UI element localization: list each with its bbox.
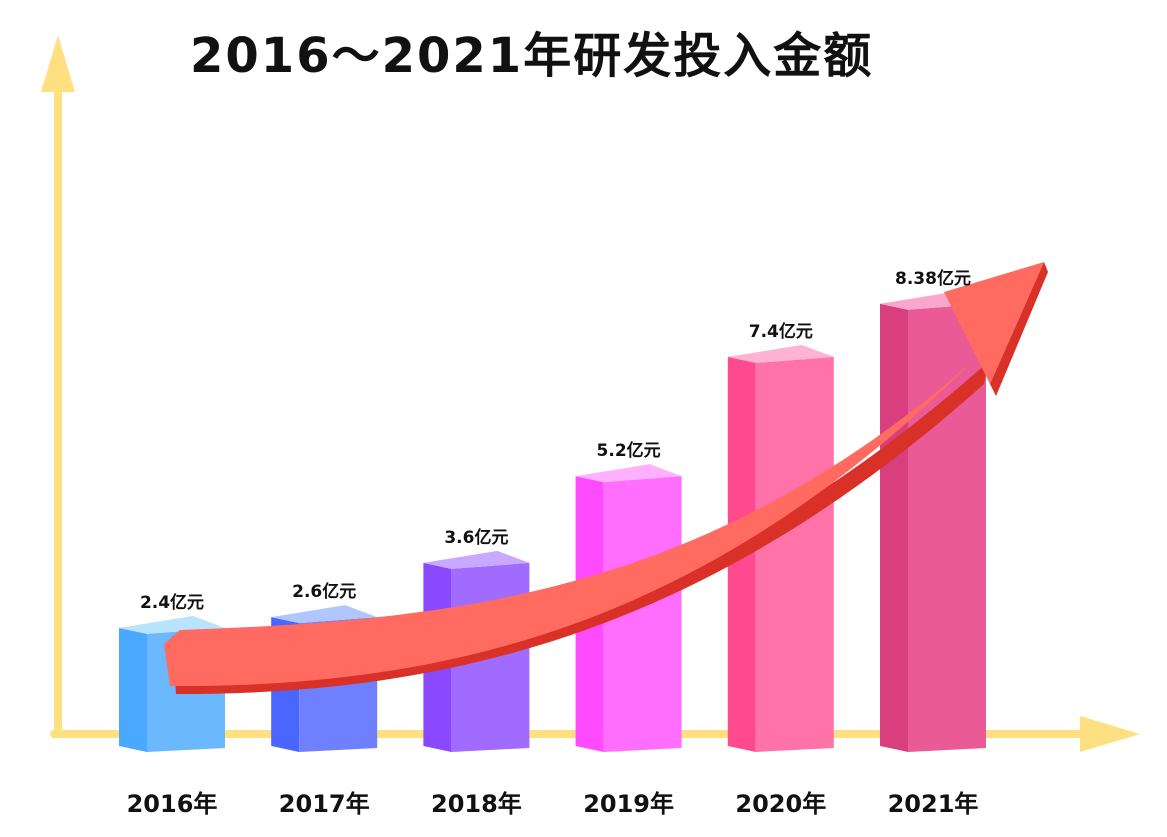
trend-arrow <box>164 262 1048 695</box>
bar-side-face <box>880 303 908 752</box>
y-axis-arrowhead <box>41 35 75 92</box>
trend-arrow-head <box>944 262 1044 384</box>
chart-title: 2016～2021年研发投入金额 <box>190 28 874 84</box>
value-label: 5.2亿元 <box>597 440 661 461</box>
bar-2020年 <box>727 344 834 752</box>
bar-top-face <box>423 550 530 569</box>
bar-side-face <box>119 627 147 752</box>
x-axis-arrowhead <box>1080 716 1140 752</box>
bar-2021年 <box>880 291 986 752</box>
value-label: 2.6亿元 <box>292 581 356 602</box>
category-label: 2017年 <box>279 790 370 818</box>
bar-front-face <box>908 303 986 752</box>
value-labels: 2.4亿元 2.6亿元 3.6亿元 5.2亿元 7.4亿元 8.38亿元 <box>140 268 971 613</box>
bar-top-face <box>727 344 834 363</box>
category-label: 2016年 <box>127 790 218 818</box>
bar-top-face <box>271 605 378 624</box>
bar-front-face <box>755 356 834 752</box>
value-label: 2.4亿元 <box>140 592 204 613</box>
category-labels: 2016年 2017年 2018年 2019年 2020年 2021年 <box>127 790 979 818</box>
category-label: 2018年 <box>431 790 522 818</box>
category-label: 2021年 <box>888 790 979 818</box>
value-label: 7.4亿元 <box>749 321 813 342</box>
category-label: 2019年 <box>583 790 674 818</box>
category-label: 2020年 <box>735 790 826 818</box>
trend-arrow-head-shade <box>990 262 1048 396</box>
value-label: 8.38亿元 <box>895 268 971 289</box>
bar-top-face <box>575 464 682 483</box>
value-label: 3.6亿元 <box>444 527 508 548</box>
trend-arrow-body <box>164 346 990 687</box>
bar-front-face <box>603 476 682 752</box>
